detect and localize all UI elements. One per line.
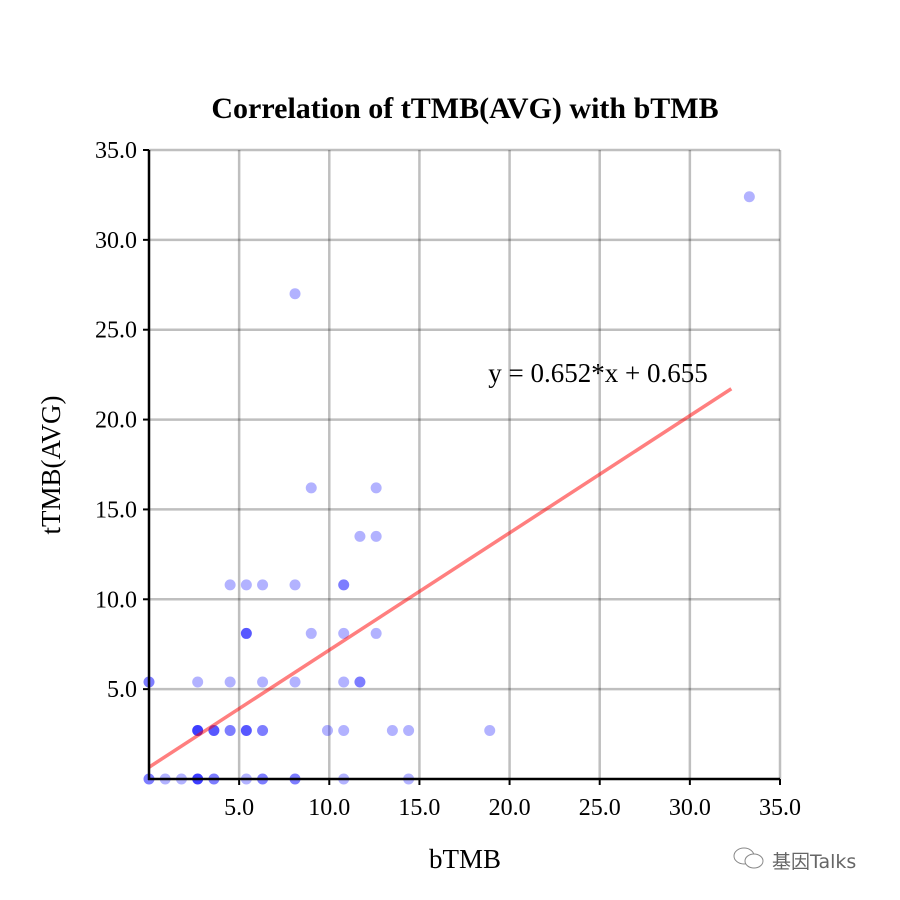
data-point (370, 530, 382, 542)
data-point (338, 627, 350, 639)
watermark: 基因Talks (732, 845, 856, 876)
data-point (257, 724, 269, 736)
data-point (484, 724, 496, 736)
data-point (354, 530, 366, 542)
y-tick-label: 25.0 (95, 318, 137, 344)
data-point (240, 579, 252, 591)
data-point (289, 676, 301, 688)
regression-line (148, 387, 733, 769)
x-tick-label: 35.0 (759, 795, 801, 821)
y-axis-label: tTMB(AVG) (36, 395, 66, 534)
x-tick-label: 25.0 (579, 795, 621, 821)
data-point (224, 579, 236, 591)
data-point (224, 676, 236, 688)
x-tick-label: 5.0 (224, 795, 254, 821)
x-tick-label: 15.0 (398, 795, 440, 821)
watermark-text: 基因Talks (772, 851, 857, 873)
y-tick-label: 5.0 (107, 677, 137, 703)
x-axis-label: bTMB (429, 844, 501, 874)
y-tick-label: 30.0 (95, 228, 137, 254)
data-point (289, 579, 301, 591)
data-point (338, 724, 350, 736)
data-point (240, 627, 252, 639)
data-point (321, 724, 333, 736)
y-tick-label: 10.0 (95, 587, 137, 613)
data-point (338, 579, 350, 591)
data-point (305, 627, 317, 639)
x-tick-label: 30.0 (669, 795, 711, 821)
data-point (743, 191, 755, 203)
y-tick-label: 35.0 (95, 138, 137, 164)
data-point (305, 482, 317, 494)
data-point (338, 676, 350, 688)
x-tick-label: 10.0 (308, 795, 350, 821)
data-point (224, 724, 236, 736)
data-point (354, 676, 366, 688)
x-tick-label: 20.0 (489, 795, 531, 821)
data-point (403, 724, 415, 736)
y-tick-label: 15.0 (95, 497, 137, 523)
fit-equation-label: y = 0.652*x + 0.655 (488, 358, 707, 388)
chart-title: Correlation of tTMB(AVG) with bTMB (211, 92, 718, 125)
data-point (386, 724, 398, 736)
data-point (257, 676, 269, 688)
data-point (257, 579, 269, 591)
data-point (240, 724, 252, 736)
data-point (370, 627, 382, 639)
data-point (192, 676, 204, 688)
data-point (289, 288, 301, 300)
wechat-icon (732, 845, 766, 876)
y-tick-label: 20.0 (95, 408, 137, 434)
data-point (370, 482, 382, 494)
